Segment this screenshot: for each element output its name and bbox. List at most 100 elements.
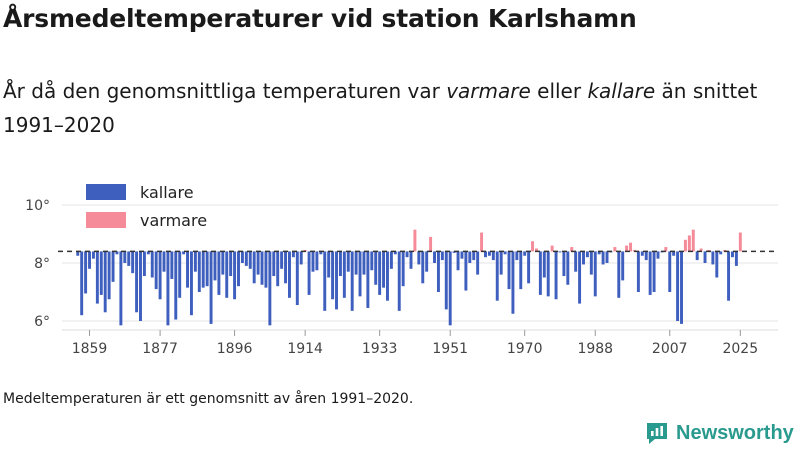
bar-1880 (170, 251, 174, 279)
x-tick-label-1951: 1951 (432, 341, 468, 357)
bar-2001 (644, 251, 648, 261)
bar-1995 (621, 251, 625, 281)
bar-1950 (444, 251, 448, 310)
bar-1895 (229, 251, 233, 277)
bar-1866 (115, 251, 119, 255)
bar-1872 (139, 251, 142, 321)
bar-1933 (378, 251, 382, 295)
bar-2012 (687, 235, 691, 252)
bar-1898 (240, 251, 244, 263)
bar-1983 (574, 251, 578, 272)
bar-1993 (613, 247, 617, 252)
bar-1922 (335, 251, 338, 310)
bar-1897 (237, 251, 240, 287)
bar-1970 (523, 251, 527, 256)
bar-1861 (95, 251, 99, 304)
bar-1964 (499, 251, 503, 275)
bar-1943 (417, 251, 421, 265)
bar-1957 (472, 251, 476, 261)
bar-1871 (135, 251, 139, 313)
bar-1918 (319, 251, 323, 255)
subtitle-part-1: År då den genomsnittliga temperaturen va… (3, 79, 447, 103)
bar-1980 (562, 251, 566, 277)
x-tick-label-1896: 1896 (217, 341, 253, 357)
bar-1977 (550, 245, 554, 252)
bar-2024 (734, 251, 738, 266)
bar-1859 (88, 251, 91, 269)
bar-1988 (593, 251, 597, 297)
bar-1981 (566, 251, 570, 285)
bar-1965 (503, 251, 507, 255)
bar-1931 (370, 251, 374, 271)
bar-1946 (429, 236, 433, 252)
bar-1907 (276, 251, 280, 287)
bar-2019 (715, 251, 719, 278)
bar-1940 (405, 251, 409, 258)
newsworthy-logo[interactable]: Newsworthy (644, 420, 794, 446)
bar-1896 (233, 251, 237, 300)
bar-2010 (680, 251, 683, 324)
bar-1944 (421, 251, 425, 284)
bar-1923 (338, 251, 342, 277)
bar-1963 (495, 251, 499, 301)
bar-1919 (323, 251, 327, 311)
newsworthy-logo-icon (647, 423, 667, 444)
bar-1879 (166, 251, 170, 326)
x-tick-label-2007: 2007 (652, 341, 688, 357)
bar-1910 (288, 251, 291, 298)
bar-1945 (425, 251, 429, 272)
bar-1889 (205, 251, 209, 287)
bar-1976 (546, 251, 550, 297)
bar-1888 (201, 251, 205, 288)
bar-2020 (719, 251, 723, 255)
bar-1911 (291, 251, 295, 258)
bar-1947 (433, 251, 436, 263)
bar-1936 (389, 251, 393, 269)
bar-1881 (174, 251, 178, 320)
bar-1884 (186, 251, 189, 288)
bar-2014 (695, 251, 699, 261)
bar-1877 (158, 251, 162, 300)
bar-1966 (507, 251, 511, 290)
bar-1856 (76, 251, 80, 256)
bar-1882 (178, 251, 182, 298)
bar-2009 (676, 251, 680, 321)
bar-1908 (280, 251, 284, 269)
y-tick-label-8: 8° (34, 256, 50, 272)
bar-1971 (527, 251, 531, 284)
bar-1954 (460, 251, 464, 259)
bar-1909 (284, 251, 288, 284)
bar-1886 (193, 251, 197, 272)
legend: kallare varmare (86, 183, 207, 230)
bar-1865 (111, 251, 115, 282)
bar-1915 (307, 251, 311, 295)
bar-1921 (331, 251, 335, 300)
bar-1927 (354, 251, 358, 275)
bar-1863 (103, 251, 107, 313)
legend-label-colder: kallare (140, 183, 194, 202)
bar-2016 (703, 251, 707, 263)
bar-1934 (382, 251, 386, 288)
bar-1982 (570, 247, 574, 252)
bar-1903 (260, 251, 264, 285)
bar-1955 (464, 251, 468, 291)
x-tick-label-1970: 1970 (507, 341, 543, 357)
bar-1979 (558, 251, 562, 253)
bar-1864 (107, 251, 111, 300)
footnote: Medeltemperaturen är ett genomsnitt av å… (3, 391, 414, 407)
chart-subtitle: År då den genomsnittliga temperaturen va… (3, 74, 783, 142)
bar-1990 (601, 251, 605, 265)
bar-1985 (582, 251, 585, 265)
bar-1958 (476, 251, 480, 275)
bar-1893 (221, 251, 225, 275)
bar-1926 (350, 251, 354, 311)
legend-label-warmer: varmare (140, 211, 207, 230)
subtitle-part-2: eller (530, 79, 588, 103)
bar-1930 (366, 251, 370, 308)
bar-1900 (248, 251, 252, 269)
bar-1984 (578, 251, 582, 304)
bar-1935 (386, 251, 389, 301)
x-tick-label-1877: 1877 (142, 341, 178, 357)
bar-1948 (436, 251, 440, 292)
bar-1961 (487, 251, 491, 256)
